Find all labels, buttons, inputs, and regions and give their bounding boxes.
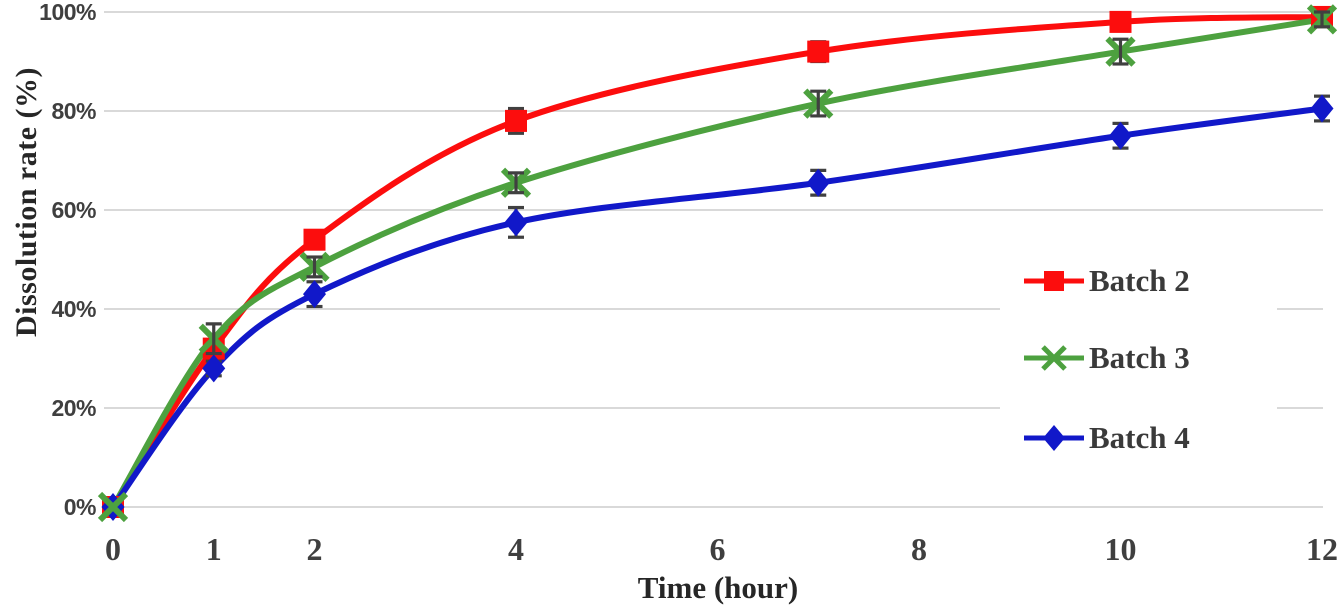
- legend-label-batch-2: Batch 2: [1089, 263, 1190, 298]
- legend-swatch-shape: [1041, 345, 1067, 371]
- marker-square: [505, 109, 527, 132]
- legend-item-batch-3: Batch 3: [1022, 336, 1190, 380]
- legend-item-batch-4: Batch 4: [1022, 416, 1190, 460]
- marker-square: [303, 228, 326, 251]
- error-bar: [205, 322, 222, 356]
- x-tick-label-1: 1: [205, 531, 222, 567]
- x-tick-label-2: 2: [306, 531, 323, 567]
- y-tick-label-100%: 100%: [39, 0, 96, 25]
- x-axis-title: Time (hour): [637, 570, 799, 605]
- x-tick-label-8: 8: [911, 531, 927, 567]
- x-tick-label-6: 6: [709, 531, 726, 567]
- marker-square: [1109, 10, 1132, 33]
- marker-diamond: [504, 208, 528, 237]
- y-tick-label-20%: 20%: [51, 395, 96, 421]
- legend-label-batch-3: Batch 3: [1089, 340, 1190, 375]
- y-tick-label-40%: 40%: [51, 296, 96, 322]
- legend: Batch 2 Batch 3 Batch 4: [1000, 250, 1277, 465]
- marker-diamond: [1310, 94, 1334, 123]
- y-tick-label-0%: 0%: [63, 494, 97, 520]
- marker-x: [97, 491, 129, 523]
- y-tick-label-60%: 60%: [51, 197, 96, 223]
- marker-diamond: [806, 168, 830, 197]
- legend-swatch-shape: [1043, 425, 1065, 451]
- error-bar: [1314, 10, 1330, 29]
- x-tick-label-12: 12: [1306, 531, 1338, 567]
- error-bar: [508, 171, 524, 195]
- legend-swatch-shape: [1044, 271, 1064, 291]
- error-bar: [306, 255, 323, 279]
- marker-diamond: [1109, 121, 1132, 150]
- x-tick-label-4: 4: [508, 531, 524, 567]
- marker-square: [807, 40, 830, 63]
- legend-label-batch-4: Batch 4: [1089, 420, 1190, 455]
- batch-2-series-marker-icon: [1024, 271, 1084, 291]
- marker-diamond: [303, 280, 326, 309]
- batch-3-series-marker-icon: [1024, 345, 1084, 371]
- legend-item-batch-2: Batch 2: [1022, 259, 1190, 303]
- batch-4-series-marker-icon: [1024, 425, 1084, 451]
- x-tick-label-10: 10: [1104, 531, 1137, 567]
- marker-diamond: [202, 354, 226, 383]
- error-bar: [1112, 37, 1129, 66]
- error-bar: [810, 89, 827, 118]
- x-tick-label-0: 0: [105, 531, 121, 567]
- y-tick-label-80%: 80%: [51, 98, 96, 124]
